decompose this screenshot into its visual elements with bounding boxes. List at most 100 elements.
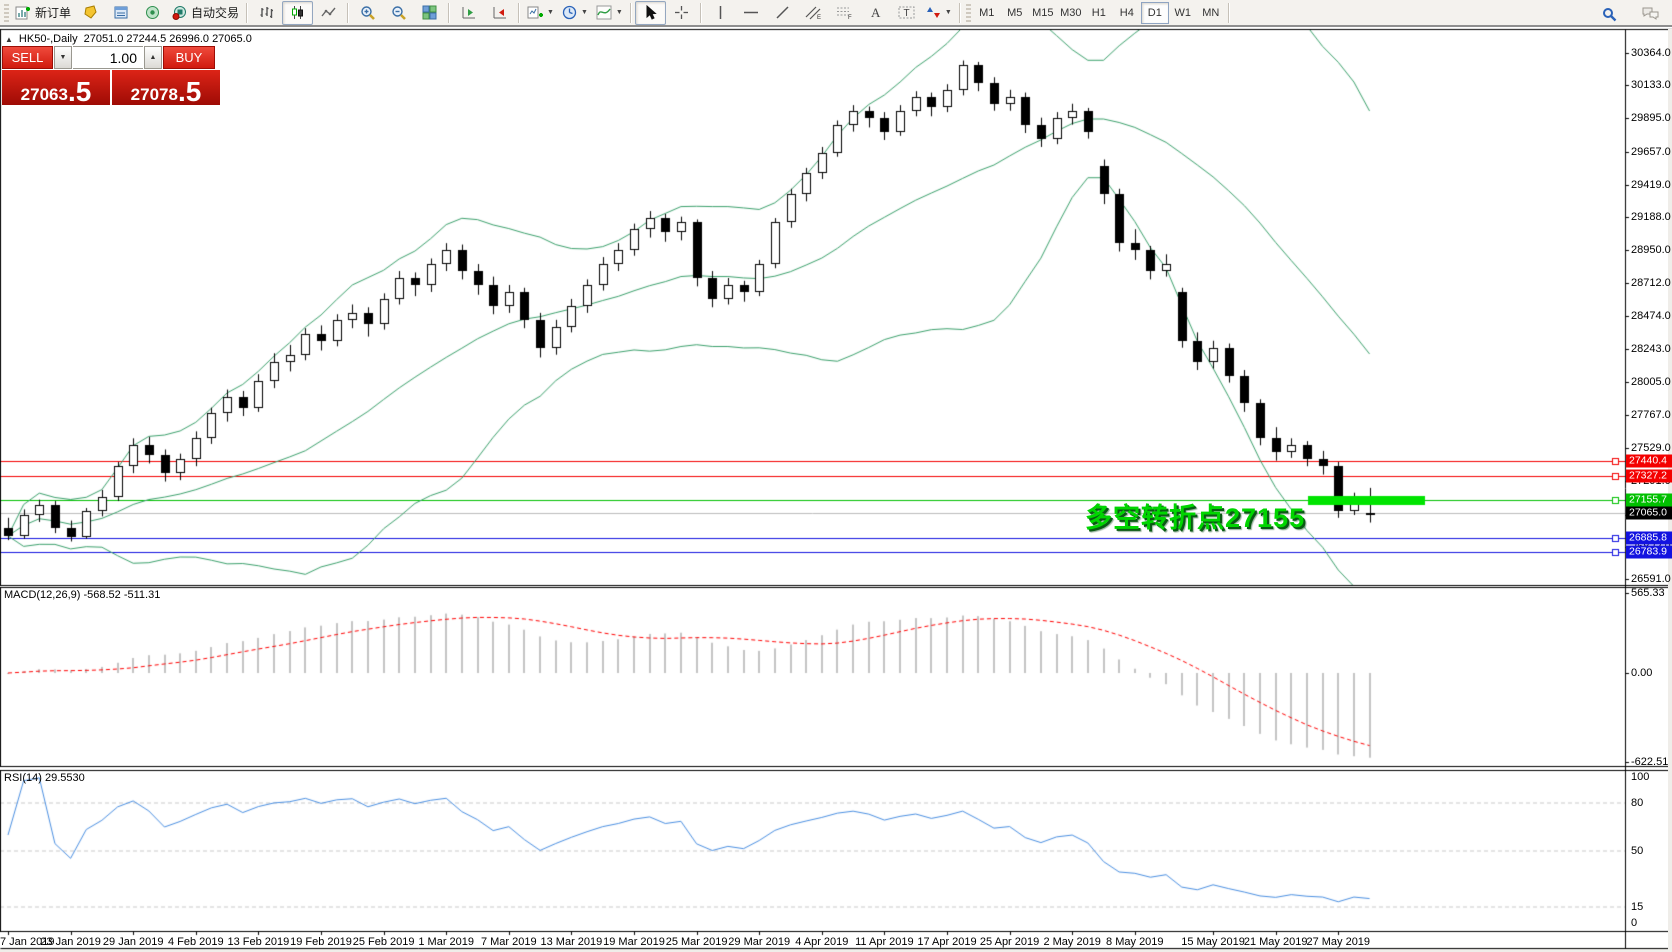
date-label: 4 Feb 2019 — [167, 936, 224, 948]
auto-scroll-button[interactable] — [453, 1, 484, 25]
price-tick-label: 29419.0 — [1631, 178, 1671, 191]
date-label: 15 May 2019 — [1181, 936, 1245, 948]
volume-decrease-button[interactable]: ▼ — [54, 46, 72, 69]
profiles-button[interactable]: ▼ — [558, 1, 592, 25]
sell-price-box[interactable]: 27063 .5 — [2, 70, 112, 105]
date-label: 25 Apr 2019 — [979, 936, 1040, 948]
data-window-button[interactable] — [106, 1, 137, 25]
search-icon[interactable] — [1594, 2, 1625, 26]
toolbar-separator — [347, 2, 350, 23]
level-price-chip: 27327.2 — [1626, 469, 1672, 483]
horizontal-line-button[interactable] — [736, 1, 767, 25]
new-chart-button[interactable]: ▼ — [523, 1, 558, 25]
period-h4-button[interactable]: H4 — [1119, 6, 1134, 19]
price-tick-label: 29657.0 — [1631, 145, 1671, 158]
price-tick-label: 29188.0 — [1631, 210, 1671, 223]
autotrading-icon — [172, 5, 188, 20]
trade-panel-top-row: SELL ▼ ▲ BUY — [2, 46, 220, 69]
window-edge-strip — [1668, 29, 1672, 952]
new-order-icon — [15, 5, 32, 21]
toolbar: 新订单 自动交易 ▼ ▼ ▼ E F A T ▼ M1 M5 M15 M30 H1 H4 D1 W1 MN — [0, 0, 1672, 27]
chart-symbol-period: HK50-,Daily — [18, 33, 78, 45]
auto-scroll-icon — [461, 5, 477, 20]
period-m1-button[interactable]: M1 — [979, 6, 995, 19]
chevron-down-icon: ▼ — [580, 9, 588, 16]
autotrading-button[interactable]: 自动交易 — [168, 1, 243, 25]
candle-chart-button[interactable] — [282, 0, 314, 25]
rsi-tick-label: 0 — [1631, 917, 1638, 929]
text-icon: A — [869, 5, 882, 20]
period-mn-button[interactable]: MN — [1202, 6, 1220, 19]
equidistant-channel-button[interactable]: E — [798, 1, 829, 25]
profiles-icon — [562, 5, 577, 20]
market-watch-button[interactable] — [75, 1, 106, 25]
period-m5-button[interactable]: M5 — [1007, 6, 1023, 19]
buy-price-main: 27078 — [130, 85, 178, 104]
volume-input[interactable] — [73, 46, 143, 69]
price-tick-label: 28005.0 — [1631, 375, 1671, 388]
svg-text:T: T — [903, 8, 909, 19]
trade-panel-prices: 27063 .5 27078 .5 — [2, 70, 220, 105]
chart-shift-button[interactable] — [484, 1, 515, 25]
vertical-line-button[interactable] — [705, 1, 736, 25]
date-label: 11 Apr 2019 — [855, 936, 914, 948]
period-m30-button[interactable]: M30 — [1060, 6, 1082, 19]
volume-increase-button[interactable]: ▲ — [144, 46, 162, 69]
bar-chart-button[interactable] — [251, 1, 282, 25]
period-w1-button[interactable]: W1 — [1174, 6, 1192, 19]
price-tick-label: 28243.0 — [1631, 342, 1671, 355]
date-label: 4 Apr 2019 — [795, 936, 849, 948]
period-h1-button[interactable]: H1 — [1091, 6, 1106, 19]
date-label: 1 Mar 2019 — [418, 936, 475, 948]
price-tick-label: 28950.0 — [1631, 244, 1671, 257]
date-label: 7 Mar 2019 — [480, 936, 537, 948]
crosshair-button[interactable] — [666, 1, 697, 25]
zoom-in-button[interactable] — [352, 1, 383, 25]
navigator-button[interactable] — [137, 1, 168, 25]
date-label: 13 Mar 2019 — [540, 936, 603, 948]
indicators-button[interactable]: ▼ — [592, 1, 627, 25]
zoom-out-button[interactable] — [383, 1, 414, 25]
collapse-triangle-icon[interactable]: ▲ — [5, 34, 13, 44]
rsi-tick-label: 100 — [1631, 771, 1650, 783]
toolbar-separator — [699, 2, 702, 23]
toolbar-separator — [518, 2, 521, 23]
sell-price-main: 27063 — [20, 85, 68, 104]
date-label: 29 Jan 2019 — [102, 936, 164, 948]
toolbar-grip — [4, 3, 9, 22]
price-tick-label: 26591.0 — [1631, 573, 1671, 585]
fibonacci-button[interactable]: F — [829, 1, 860, 25]
text-label-button[interactable]: T — [891, 1, 922, 25]
period-m15-button[interactable]: M15 — [1032, 6, 1054, 19]
svg-text:E: E — [817, 15, 821, 20]
chart-shift-icon — [492, 5, 508, 20]
navigator-icon — [145, 5, 160, 20]
buy-price-box[interactable]: 27078 .5 — [112, 70, 220, 105]
chat-icon[interactable] — [1635, 2, 1666, 26]
toolbar-separator — [246, 2, 249, 23]
rsi-tick-label: 80 — [1631, 797, 1644, 809]
arrows-button[interactable]: ▼ — [922, 1, 956, 25]
zoom-in-icon — [360, 5, 376, 21]
price-tick-label: 30364.0 — [1631, 46, 1671, 59]
toolbar-separator — [448, 2, 451, 23]
date-label: 8 May 2019 — [1106, 936, 1164, 948]
line-chart-icon — [321, 5, 336, 20]
price-tick-label: 30133.0 — [1631, 79, 1671, 92]
chart-title-bar: ▲ HK50-,Daily 27051.0 27244.5 26996.0 27… — [5, 33, 252, 45]
tile-windows-button[interactable] — [414, 1, 445, 25]
text-button[interactable]: A — [860, 1, 891, 25]
new-order-button[interactable]: 新订单 — [11, 1, 75, 25]
date-label: 19 Feb 2019 — [290, 936, 352, 948]
line-chart-button[interactable] — [313, 1, 344, 25]
chart-ohlc-values: 27051.0 27244.5 26996.0 27065.0 — [83, 33, 252, 45]
equidistant-channel-icon: E — [805, 5, 822, 20]
macd-tick-label: 0.00 — [1631, 667, 1653, 679]
sell-button[interactable]: SELL — [2, 46, 53, 69]
cursor-button[interactable] — [634, 0, 666, 25]
trendline-button[interactable] — [767, 1, 798, 25]
buy-button[interactable]: BUY — [163, 46, 215, 69]
period-d1-button[interactable]: D1 — [1140, 1, 1169, 24]
toolbar-separator — [629, 2, 632, 23]
